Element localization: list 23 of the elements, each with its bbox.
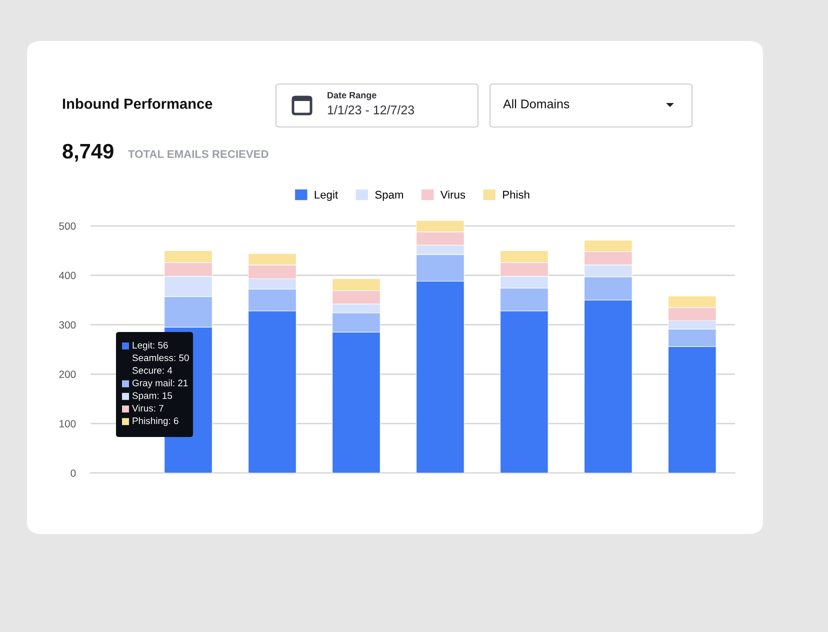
- legend-label: Spam: [375, 190, 403, 201]
- y-tick-label: 0: [70, 470, 76, 477]
- legend-label: Legit: [314, 190, 338, 201]
- annotation: Legit: 56: [132, 342, 168, 350]
- annotation: Phishing: 6: [132, 417, 178, 426]
- text: TOTAL EMAILS RECIEVED: [128, 150, 268, 158]
- text: Date Range: [328, 92, 376, 100]
- legend-label: Virus: [440, 190, 466, 199]
- legend-label: Phish: [503, 190, 530, 199]
- y-tick-label: 200: [59, 370, 76, 378]
- chart-title: Inbound Performance: [62, 98, 212, 109]
- annotation: Secure: 4: [132, 367, 172, 374]
- y-tick-label: 100: [60, 420, 76, 428]
- y-tick-label: 300: [59, 321, 76, 329]
- text: All Domains: [503, 99, 570, 108]
- annotation: Spam: 15: [132, 392, 172, 401]
- y-tick-label: 500: [59, 222, 76, 230]
- chart-subtitle: 8,749: [62, 144, 114, 162]
- annotation: Virus: 7: [132, 404, 164, 412]
- annotation: Gray mail: 21: [132, 379, 188, 388]
- annotation: Seamless: 50: [132, 354, 189, 362]
- text: 1/1/23 - 12/7/23: [328, 105, 414, 114]
- y-tick-label: 400: [58, 272, 76, 280]
